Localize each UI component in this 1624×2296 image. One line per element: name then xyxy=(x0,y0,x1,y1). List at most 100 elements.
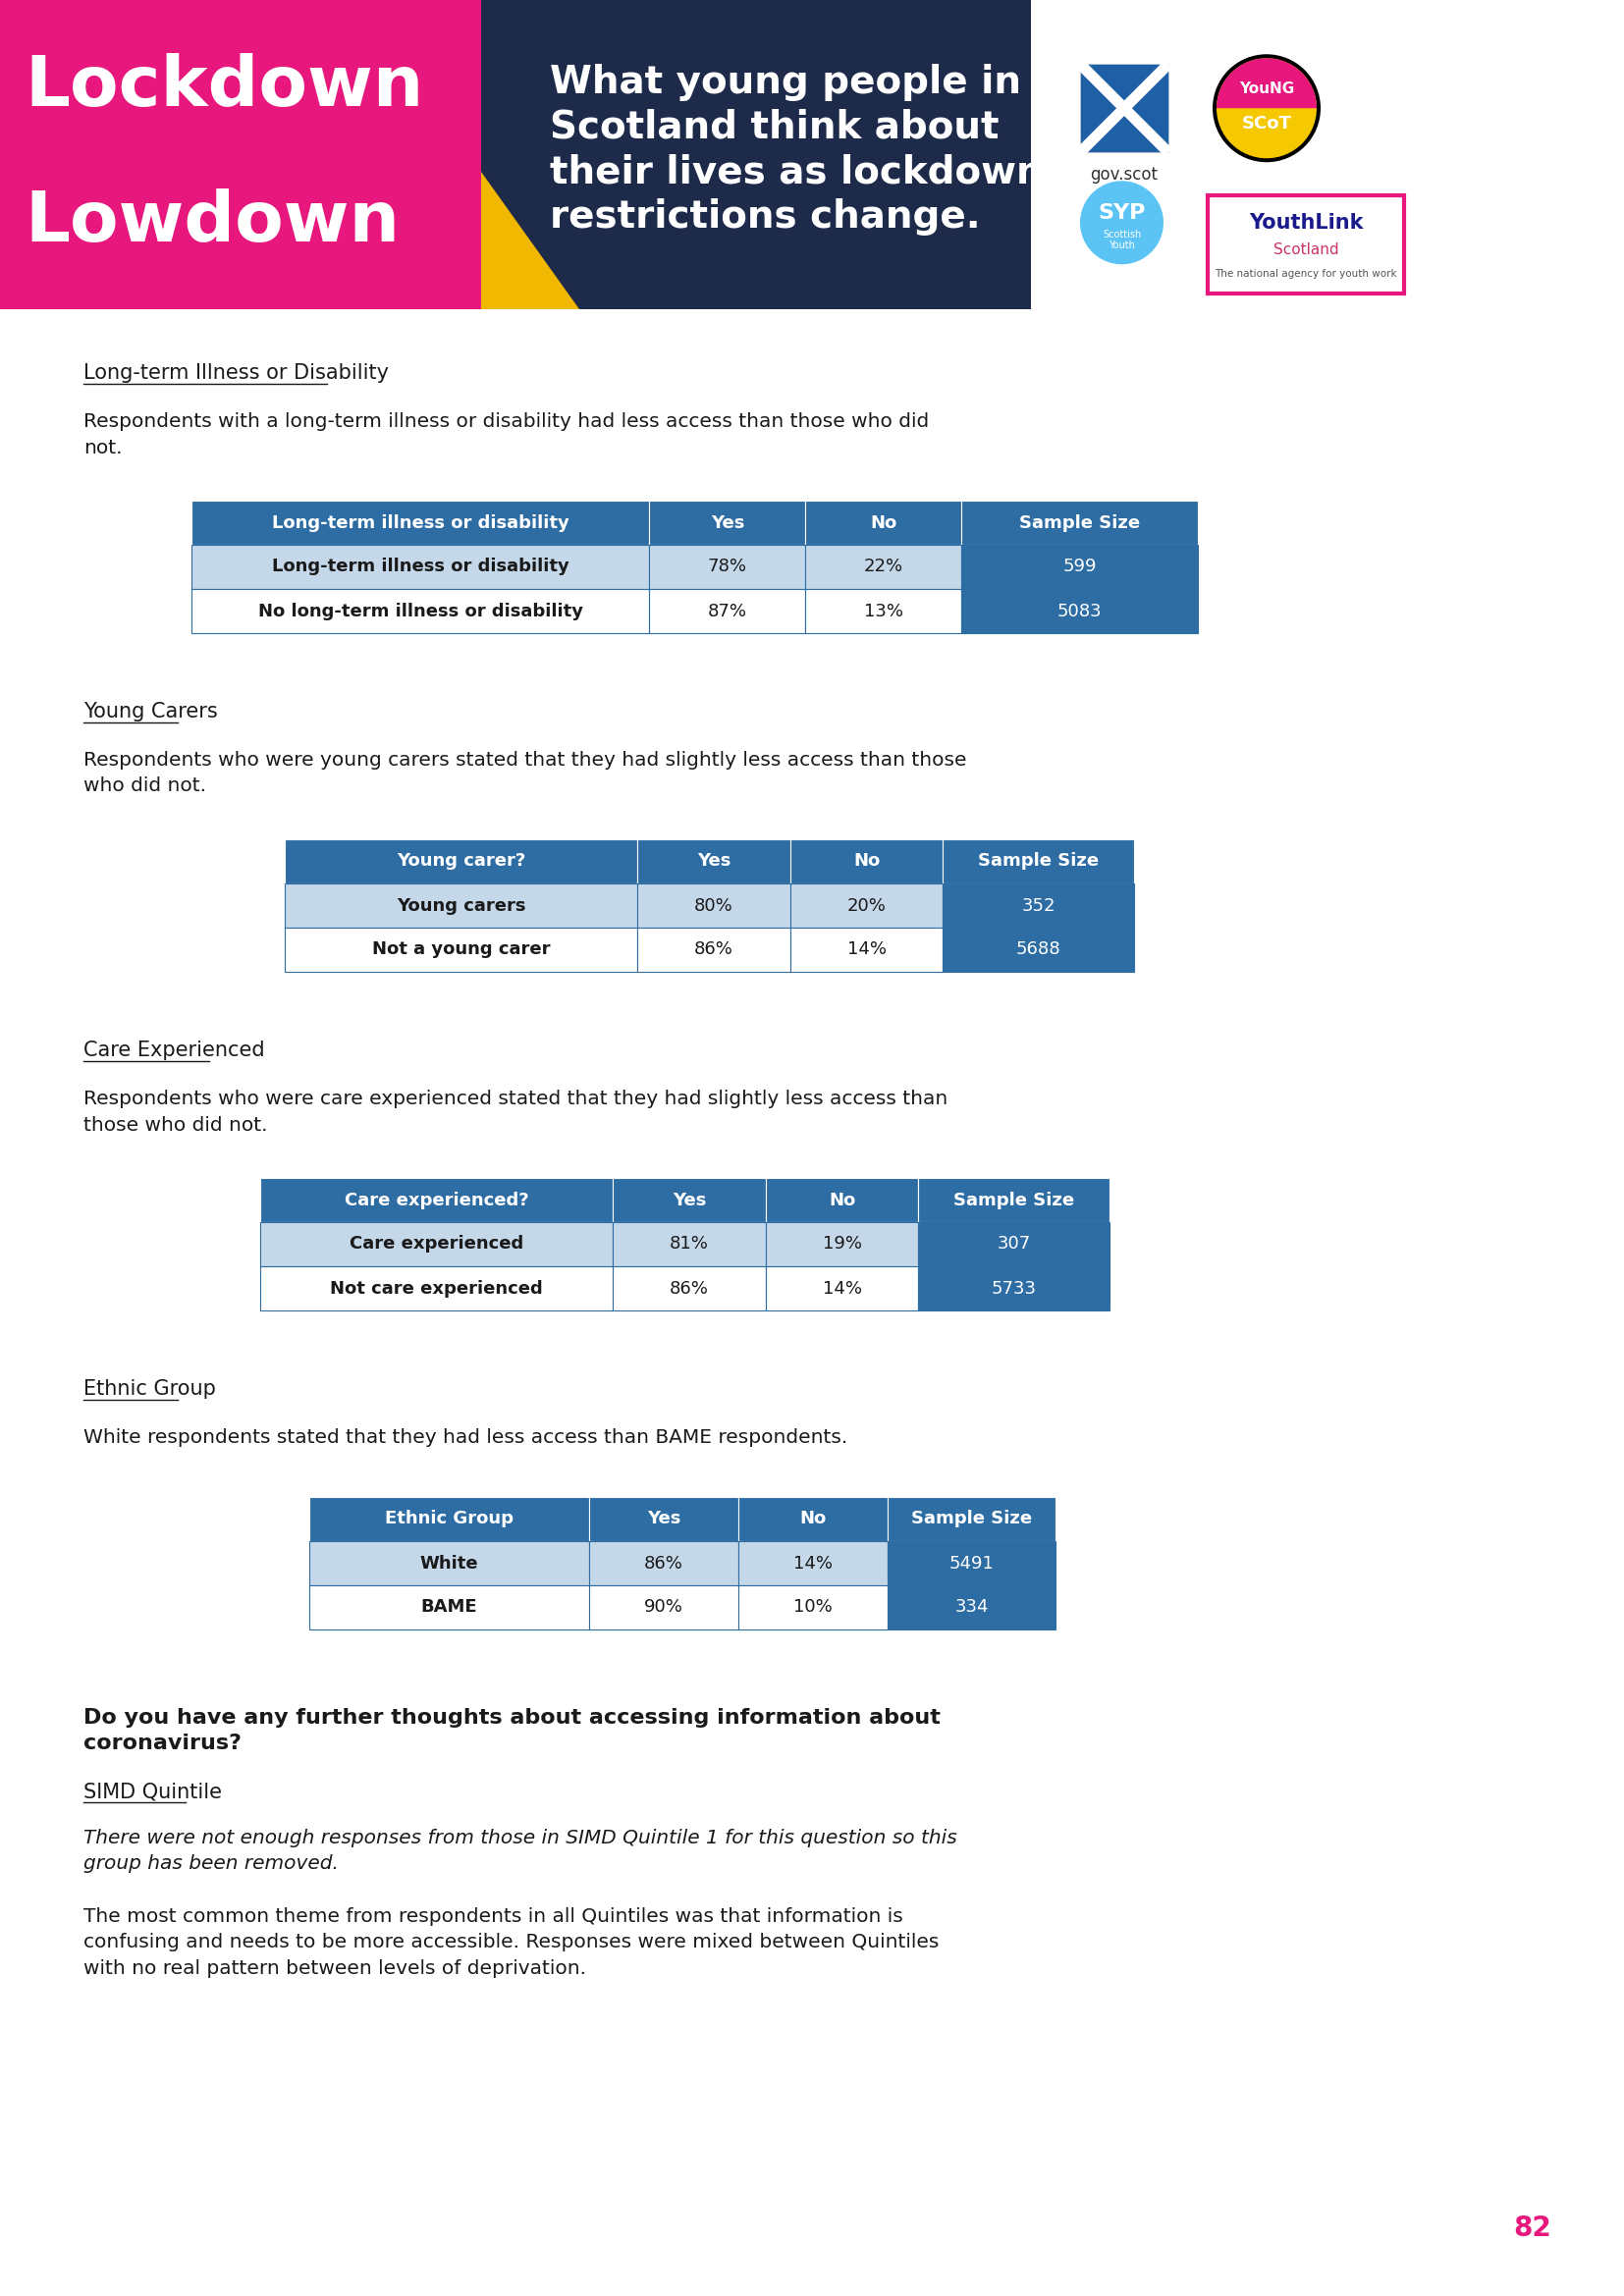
Text: 5733: 5733 xyxy=(991,1279,1036,1297)
Text: BAME: BAME xyxy=(421,1598,477,1616)
Text: White: White xyxy=(421,1554,479,1573)
Text: No: No xyxy=(870,514,896,533)
Text: 90%: 90% xyxy=(645,1598,684,1616)
Text: 22%: 22% xyxy=(864,558,903,576)
Text: The most common theme from respondents in all Quintiles was that information is
: The most common theme from respondents i… xyxy=(83,1908,939,1977)
Text: 86%: 86% xyxy=(645,1554,684,1573)
FancyBboxPatch shape xyxy=(739,1497,888,1541)
Polygon shape xyxy=(481,172,580,310)
FancyBboxPatch shape xyxy=(919,1178,1109,1221)
FancyBboxPatch shape xyxy=(260,1267,612,1311)
Text: Long-term illness or disability: Long-term illness or disability xyxy=(271,558,568,576)
Text: Respondents who were young carers stated that they had slightly less access than: Respondents who were young carers stated… xyxy=(83,751,966,797)
Text: What young people in
Scotland think about
their lives as lockdown
restrictions c: What young people in Scotland think abou… xyxy=(551,64,1043,236)
FancyBboxPatch shape xyxy=(260,1221,612,1267)
FancyBboxPatch shape xyxy=(650,590,806,634)
FancyBboxPatch shape xyxy=(765,1178,919,1221)
Text: 80%: 80% xyxy=(693,898,732,914)
Text: Yes: Yes xyxy=(711,514,744,533)
FancyBboxPatch shape xyxy=(637,840,791,884)
Text: Ethnic Group: Ethnic Group xyxy=(83,1380,216,1398)
Text: 14%: 14% xyxy=(794,1554,833,1573)
Text: Young carer?: Young carer? xyxy=(396,852,526,870)
Text: 14%: 14% xyxy=(846,941,887,957)
Text: Sample Size: Sample Size xyxy=(953,1192,1075,1210)
Text: 86%: 86% xyxy=(693,941,732,957)
Text: Young carers: Young carers xyxy=(396,898,526,914)
FancyBboxPatch shape xyxy=(284,840,637,884)
FancyBboxPatch shape xyxy=(309,1497,590,1541)
Text: SYP: SYP xyxy=(1098,202,1145,223)
Text: Ethnic Group: Ethnic Group xyxy=(385,1511,513,1527)
Text: 307: 307 xyxy=(997,1235,1031,1254)
FancyBboxPatch shape xyxy=(284,884,637,928)
Text: Not a young carer: Not a young carer xyxy=(372,941,551,957)
FancyBboxPatch shape xyxy=(919,1267,1109,1311)
FancyBboxPatch shape xyxy=(612,1267,765,1311)
Circle shape xyxy=(1213,55,1320,163)
FancyBboxPatch shape xyxy=(612,1221,765,1267)
Wedge shape xyxy=(1216,57,1317,108)
Text: SIMD Quintile: SIMD Quintile xyxy=(83,1782,222,1802)
Text: 81%: 81% xyxy=(669,1235,708,1254)
FancyBboxPatch shape xyxy=(765,1267,919,1311)
FancyBboxPatch shape xyxy=(739,1584,888,1630)
Text: 5688: 5688 xyxy=(1017,941,1060,957)
Text: No long-term illness or disability: No long-term illness or disability xyxy=(258,602,583,620)
Text: Yes: Yes xyxy=(646,1511,680,1527)
Text: Long-term illness or disability: Long-term illness or disability xyxy=(271,514,568,533)
Text: Care experienced: Care experienced xyxy=(349,1235,523,1254)
Text: gov.scot: gov.scot xyxy=(1090,165,1158,184)
Text: 5491: 5491 xyxy=(948,1554,994,1573)
Text: 10%: 10% xyxy=(794,1598,833,1616)
FancyBboxPatch shape xyxy=(0,0,481,310)
Text: SCoT: SCoT xyxy=(1242,115,1291,133)
FancyBboxPatch shape xyxy=(192,590,650,634)
Text: No: No xyxy=(828,1192,856,1210)
Circle shape xyxy=(1080,181,1163,264)
Text: Respondents who were care experienced stated that they had slightly less access : Respondents who were care experienced st… xyxy=(83,1091,948,1134)
Text: Sample Size: Sample Size xyxy=(911,1511,1031,1527)
FancyBboxPatch shape xyxy=(961,501,1199,544)
Text: 82: 82 xyxy=(1514,2216,1551,2241)
FancyBboxPatch shape xyxy=(309,1584,590,1630)
FancyBboxPatch shape xyxy=(791,928,944,971)
Text: Yes: Yes xyxy=(672,1192,706,1210)
FancyBboxPatch shape xyxy=(590,1584,739,1630)
FancyBboxPatch shape xyxy=(888,1584,1056,1630)
FancyBboxPatch shape xyxy=(284,928,637,971)
FancyBboxPatch shape xyxy=(590,1497,739,1541)
FancyBboxPatch shape xyxy=(739,1541,888,1584)
Circle shape xyxy=(1216,57,1317,158)
Text: Young Carers: Young Carers xyxy=(83,703,218,721)
Text: Do you have any further thoughts about accessing information about
coronavirus?: Do you have any further thoughts about a… xyxy=(83,1708,940,1752)
FancyBboxPatch shape xyxy=(1031,0,1624,310)
FancyBboxPatch shape xyxy=(765,1221,919,1267)
Text: 14%: 14% xyxy=(822,1279,862,1297)
Text: Lowdown: Lowdown xyxy=(24,188,400,257)
FancyBboxPatch shape xyxy=(919,1221,1109,1267)
Text: Scottish
Youth: Scottish Youth xyxy=(1103,230,1142,250)
Text: Care experienced?: Care experienced? xyxy=(344,1192,528,1210)
FancyBboxPatch shape xyxy=(944,928,1134,971)
Text: Sample Size: Sample Size xyxy=(978,852,1099,870)
FancyBboxPatch shape xyxy=(944,884,1134,928)
FancyBboxPatch shape xyxy=(650,501,806,544)
Text: Scotland: Scotland xyxy=(1273,241,1338,257)
FancyBboxPatch shape xyxy=(888,1497,1056,1541)
FancyBboxPatch shape xyxy=(961,544,1199,590)
FancyBboxPatch shape xyxy=(0,0,1624,310)
Text: The national agency for youth work: The national agency for youth work xyxy=(1215,269,1397,280)
Text: Not care experienced: Not care experienced xyxy=(330,1279,542,1297)
FancyBboxPatch shape xyxy=(637,884,791,928)
FancyBboxPatch shape xyxy=(888,1541,1056,1584)
FancyBboxPatch shape xyxy=(192,544,650,590)
FancyBboxPatch shape xyxy=(260,1178,612,1221)
Text: Yes: Yes xyxy=(697,852,731,870)
FancyBboxPatch shape xyxy=(806,544,961,590)
Text: Long-term Illness or Disability: Long-term Illness or Disability xyxy=(83,363,388,383)
Text: 599: 599 xyxy=(1062,558,1096,576)
Text: Lockdown: Lockdown xyxy=(24,53,424,119)
FancyBboxPatch shape xyxy=(309,1541,590,1584)
FancyBboxPatch shape xyxy=(944,840,1134,884)
